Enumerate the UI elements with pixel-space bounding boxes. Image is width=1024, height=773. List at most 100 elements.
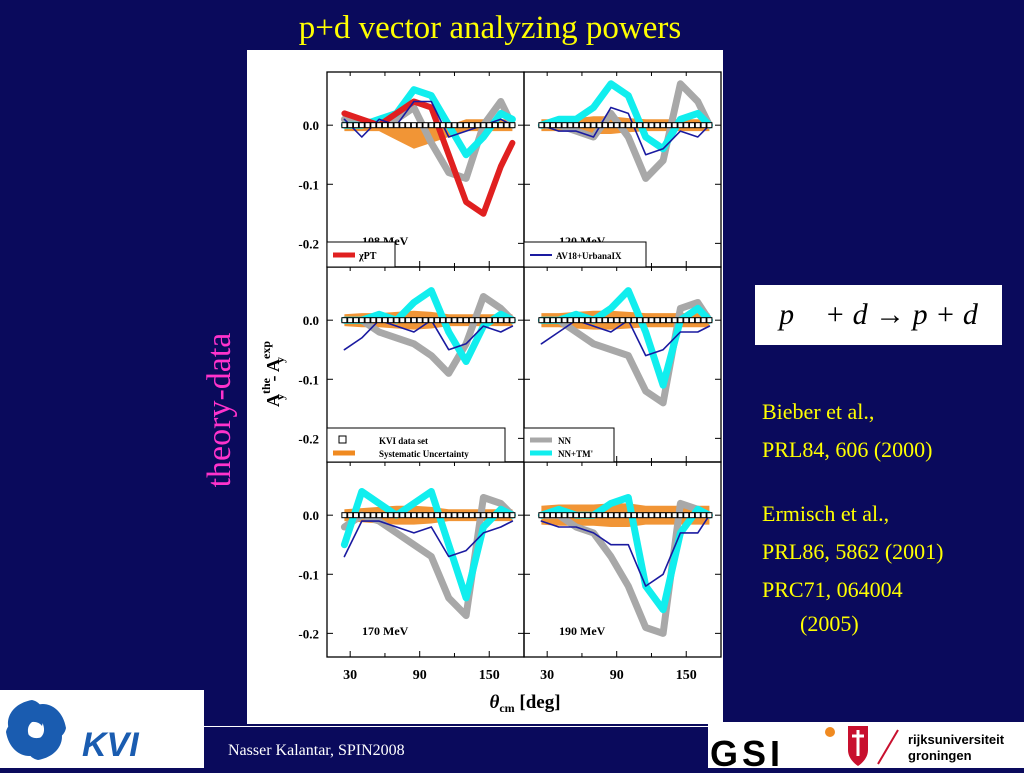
y-tick-label: 0.0 xyxy=(303,118,319,133)
kvi-data-point xyxy=(497,512,504,519)
panel-120-mev: 120 MeV xyxy=(523,71,722,268)
kvi-data-point xyxy=(428,122,435,129)
panel-frame xyxy=(523,71,722,268)
x-tick-label: 90 xyxy=(610,668,624,683)
kvi-data-point xyxy=(358,122,365,129)
kvi-data-point xyxy=(654,122,661,129)
panel-170-mev: 170 MeV 0.0 -0.1 -0.2 30 90 150 xyxy=(298,461,525,683)
y-axis-title: Athey - Aexpy xyxy=(259,341,287,407)
kvi-data-point xyxy=(683,512,690,519)
kvi-data-point xyxy=(602,317,609,324)
kvi-data-point xyxy=(486,122,493,129)
kvi-data-point xyxy=(619,317,626,324)
kvi-data-point xyxy=(584,512,591,519)
kvi-data-point xyxy=(677,317,684,324)
kvi-data-point xyxy=(474,122,481,129)
kvi-data-point xyxy=(648,317,655,324)
kvi-data-point xyxy=(480,512,487,519)
series-av18-urbanaix xyxy=(540,106,711,156)
kvi-data-point xyxy=(347,122,354,129)
kvi-data-point xyxy=(544,317,551,324)
x-tick-label: 30 xyxy=(540,668,554,683)
series-nn xyxy=(340,494,516,620)
kvi-data-point xyxy=(631,122,638,129)
kvi-data-point xyxy=(625,512,632,519)
kvi-data-point xyxy=(665,512,672,519)
kvi-data-point xyxy=(364,317,371,324)
footer-text: Nasser Kalantar, SPIN2008 xyxy=(228,742,405,759)
kvi-data-point xyxy=(445,317,452,324)
kvi-data-point xyxy=(642,317,649,324)
panel-energy-label: 170 MeV xyxy=(362,624,409,638)
kvi-data-point xyxy=(468,317,475,324)
kvi-data-point xyxy=(636,122,643,129)
kvi-data-point xyxy=(405,512,412,519)
x-tick-label: 90 xyxy=(413,668,427,683)
kvi-data-point xyxy=(445,512,452,519)
legend-swatch-kvi-data xyxy=(338,435,347,444)
kvi-data-point xyxy=(503,317,510,324)
panel-energy-label: 190 MeV xyxy=(559,624,606,638)
kvi-data-point xyxy=(544,122,551,129)
kvi-data-point xyxy=(410,512,417,519)
kvi-data-point xyxy=(660,122,667,129)
kvi-data-point xyxy=(631,512,638,519)
kvi-logo: KVI xyxy=(0,690,204,768)
kvi-data-point xyxy=(613,122,620,129)
reaction-equation: p⃗ + d → p + d xyxy=(755,285,1002,345)
kvi-data-point xyxy=(509,122,516,129)
kvi-data-point xyxy=(578,317,585,324)
kvi-data-point xyxy=(439,512,446,519)
kvi-data-point xyxy=(439,122,446,129)
kvi-data-point xyxy=(393,512,400,519)
kvi-data-point xyxy=(700,122,707,129)
series-nn-tm xyxy=(340,488,516,602)
x-axis-title: θcm [deg] xyxy=(489,692,560,715)
kvi-data-point xyxy=(434,512,441,519)
y-tick-label: 0.0 xyxy=(303,313,319,328)
reference-line: Ermisch et al., xyxy=(762,501,890,526)
kvi-data-point xyxy=(381,317,388,324)
kvi-data-point xyxy=(439,317,446,324)
kvi-data-point xyxy=(399,122,406,129)
series-nn xyxy=(537,80,713,182)
series-av18-urbanaix xyxy=(540,514,711,587)
kvi-data-point xyxy=(613,512,620,519)
gsi-logo-text: GSI xyxy=(710,733,784,768)
kvi-data-point xyxy=(555,512,562,519)
kvi-data-point xyxy=(549,512,556,519)
y-axis-title-part: exp xyxy=(259,341,273,359)
kvi-data-point xyxy=(677,122,684,129)
kvi-data-point xyxy=(625,122,632,129)
side-label-text: theory-data xyxy=(201,332,238,488)
kvi-data-point xyxy=(584,122,591,129)
kvi-data-point xyxy=(631,317,638,324)
kvi-data-point xyxy=(393,317,400,324)
kvi-data-point xyxy=(347,317,354,324)
kvi-data-point xyxy=(451,317,458,324)
kvi-data-point xyxy=(567,122,574,129)
series-av18-urbanaix xyxy=(343,520,514,558)
kvi-data-point xyxy=(660,512,667,519)
kvi-data-point xyxy=(584,317,591,324)
kvi-data-point xyxy=(405,122,412,129)
kvi-data-point xyxy=(399,512,406,519)
kvi-data-point xyxy=(376,122,383,129)
kvi-data-point xyxy=(497,122,504,129)
legend-label-kvi-data: KVI data set xyxy=(379,436,428,446)
kvi-data-point xyxy=(352,122,359,129)
kvi-data-point xyxy=(700,317,707,324)
kvi-data-point xyxy=(480,122,487,129)
kvi-data-point xyxy=(428,317,435,324)
kvi-data-point xyxy=(555,317,562,324)
series-nn-tm xyxy=(537,287,713,389)
legend-box-data xyxy=(326,427,506,463)
kvi-data-point xyxy=(341,317,348,324)
kvi-data-point xyxy=(381,512,388,519)
series-nn xyxy=(340,98,516,182)
y-axis-title-part: A xyxy=(263,394,283,407)
y-tick-label: -0.2 xyxy=(298,431,319,446)
